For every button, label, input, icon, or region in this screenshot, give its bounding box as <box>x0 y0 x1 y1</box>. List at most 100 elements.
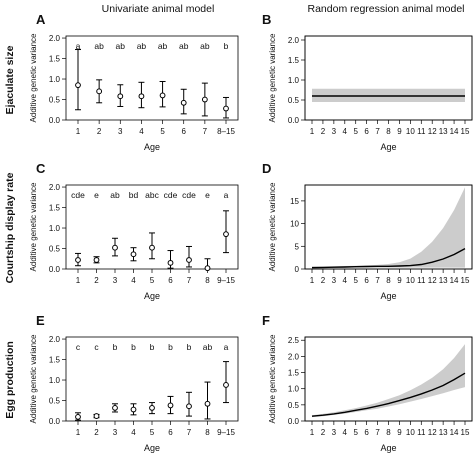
x-tick-label: 7 <box>203 127 208 136</box>
panel-letter: C <box>36 161 46 176</box>
y-axis-label: Additive genetic variance <box>29 182 38 271</box>
estimate-point <box>112 244 118 251</box>
x-tick-label: 10 <box>406 428 415 437</box>
panel-letter: E <box>36 313 45 328</box>
y-axis-label: Additive genetic variance <box>29 334 38 423</box>
significance-letter: e <box>94 190 99 200</box>
x-tick-label: 3 <box>332 428 337 437</box>
x-tick-label: 6 <box>168 276 173 285</box>
x-tick-label: 1 <box>76 428 81 437</box>
mean-line <box>311 247 466 269</box>
x-tick-label: 8–15 <box>217 127 235 136</box>
mean-line <box>311 372 466 417</box>
significance-letter: c <box>94 342 99 352</box>
x-tick-label: 6 <box>364 127 369 136</box>
x-tick-label: 1 <box>76 276 81 285</box>
panel-c: C 0.0 0.5 1.0 1.5 2.0 Additive genetic varianc… <box>29 161 239 301</box>
x-axis-label: Age <box>380 291 396 301</box>
estimate-point <box>117 93 124 100</box>
x-tick-label: 5 <box>150 276 155 285</box>
y-tick-label: 1.5 <box>288 369 300 378</box>
y-axis-label: Additive genetic variance <box>268 33 277 122</box>
significance-letter: e <box>205 190 210 200</box>
x-tick-label: 11 <box>417 276 426 285</box>
plot-frame-top <box>304 35 473 121</box>
y-tick-label: 1.0 <box>49 376 61 385</box>
confidence-band <box>312 187 465 269</box>
y-tick-label: 0 <box>295 265 300 274</box>
estimate-point <box>159 92 166 99</box>
panel-e: E 0.0 0.5 1.0 1.5 2.0 Additive genetic varianc… <box>29 313 239 453</box>
significance-letter: c <box>76 342 81 352</box>
y-axis-label: Additive genetic variance <box>268 182 277 271</box>
significance-letter: b <box>224 41 229 51</box>
significance-letter: cde <box>164 190 178 200</box>
panel-b: B 0.0 0.5 1.0 1.5 2.0 Additive genetic varianc… <box>262 12 473 152</box>
y-tick-label: 0.5 <box>288 96 300 105</box>
estimate-point <box>167 259 174 266</box>
estimate-point <box>96 88 103 95</box>
y-tick-label: 1.5 <box>288 56 300 65</box>
estimate-point <box>201 96 208 103</box>
significance-letter: a <box>224 190 229 200</box>
plot-frame <box>304 35 473 121</box>
x-tick-label: 1 <box>310 428 315 437</box>
x-tick-label: 5 <box>353 428 358 437</box>
y-tick-label: 0.5 <box>49 96 61 105</box>
y-tick-label: 0.0 <box>49 116 61 125</box>
estimate-point <box>204 400 211 407</box>
x-tick-label: 10 <box>406 127 415 136</box>
y-tick-label: 1.0 <box>288 76 300 85</box>
x-tick-label: 7 <box>187 276 192 285</box>
panel-f: F 0.0 0.5 1.0 1.5 2.0 2.5 Additive genetic vari… <box>262 313 473 453</box>
x-tick-label: 3 <box>332 276 337 285</box>
significance-letter: b <box>187 342 192 352</box>
x-tick-label: 9 <box>397 276 402 285</box>
x-tick-label: 2 <box>94 428 99 437</box>
x-tick-label: 2 <box>321 276 326 285</box>
estimate-point <box>223 231 229 238</box>
estimate-point <box>186 257 192 263</box>
x-tick-label: 6 <box>364 428 369 437</box>
y-tick-label: 0.0 <box>49 265 61 274</box>
x-tick-label: 1 <box>310 276 315 285</box>
x-tick-label: 13 <box>439 276 448 285</box>
significance-letter: b <box>150 342 155 352</box>
x-tick-label: 4 <box>343 428 348 437</box>
y-axis-label: Additive genetic variance <box>268 334 277 423</box>
x-tick-label: 3 <box>118 127 123 136</box>
x-tick-label: 4 <box>343 276 348 285</box>
row-title-egg-production: Egg production <box>4 341 16 419</box>
x-tick-label: 9 <box>397 428 402 437</box>
y-tick-label: 2.0 <box>288 36 300 45</box>
significance-letter: bd <box>129 190 139 200</box>
estimate-point <box>93 413 100 419</box>
x-tick-label: 5 <box>150 428 155 437</box>
plot-frame-top <box>304 336 473 422</box>
x-tick-label: 9–15 <box>217 276 235 285</box>
significance-letter: a <box>224 342 229 352</box>
estimate-point <box>130 251 137 258</box>
y-tick-label: 1.0 <box>49 224 61 233</box>
x-tick-label: 11 <box>417 127 426 136</box>
significance-letter: ab <box>110 190 120 200</box>
panel-letter: A <box>36 12 46 27</box>
x-tick-label: 2 <box>94 276 99 285</box>
estimate-point <box>75 414 81 420</box>
y-tick-label: 0.0 <box>288 116 300 125</box>
x-tick-label: 7 <box>187 428 192 437</box>
x-tick-label: 2 <box>321 428 326 437</box>
plot-frame-top <box>304 184 473 270</box>
estimate-point <box>204 265 211 272</box>
row-title-ejaculate-size: Ejaculate size <box>4 45 16 114</box>
x-tick-label: 4 <box>139 127 144 136</box>
significance-letter: ab <box>179 41 189 51</box>
x-tick-label: 8 <box>386 276 391 285</box>
significance-letter: ab <box>158 41 168 51</box>
x-tick-label: 13 <box>439 127 448 136</box>
x-tick-label: 14 <box>450 428 459 437</box>
x-tick-label: 3 <box>113 428 118 437</box>
estimate-point <box>223 382 229 388</box>
